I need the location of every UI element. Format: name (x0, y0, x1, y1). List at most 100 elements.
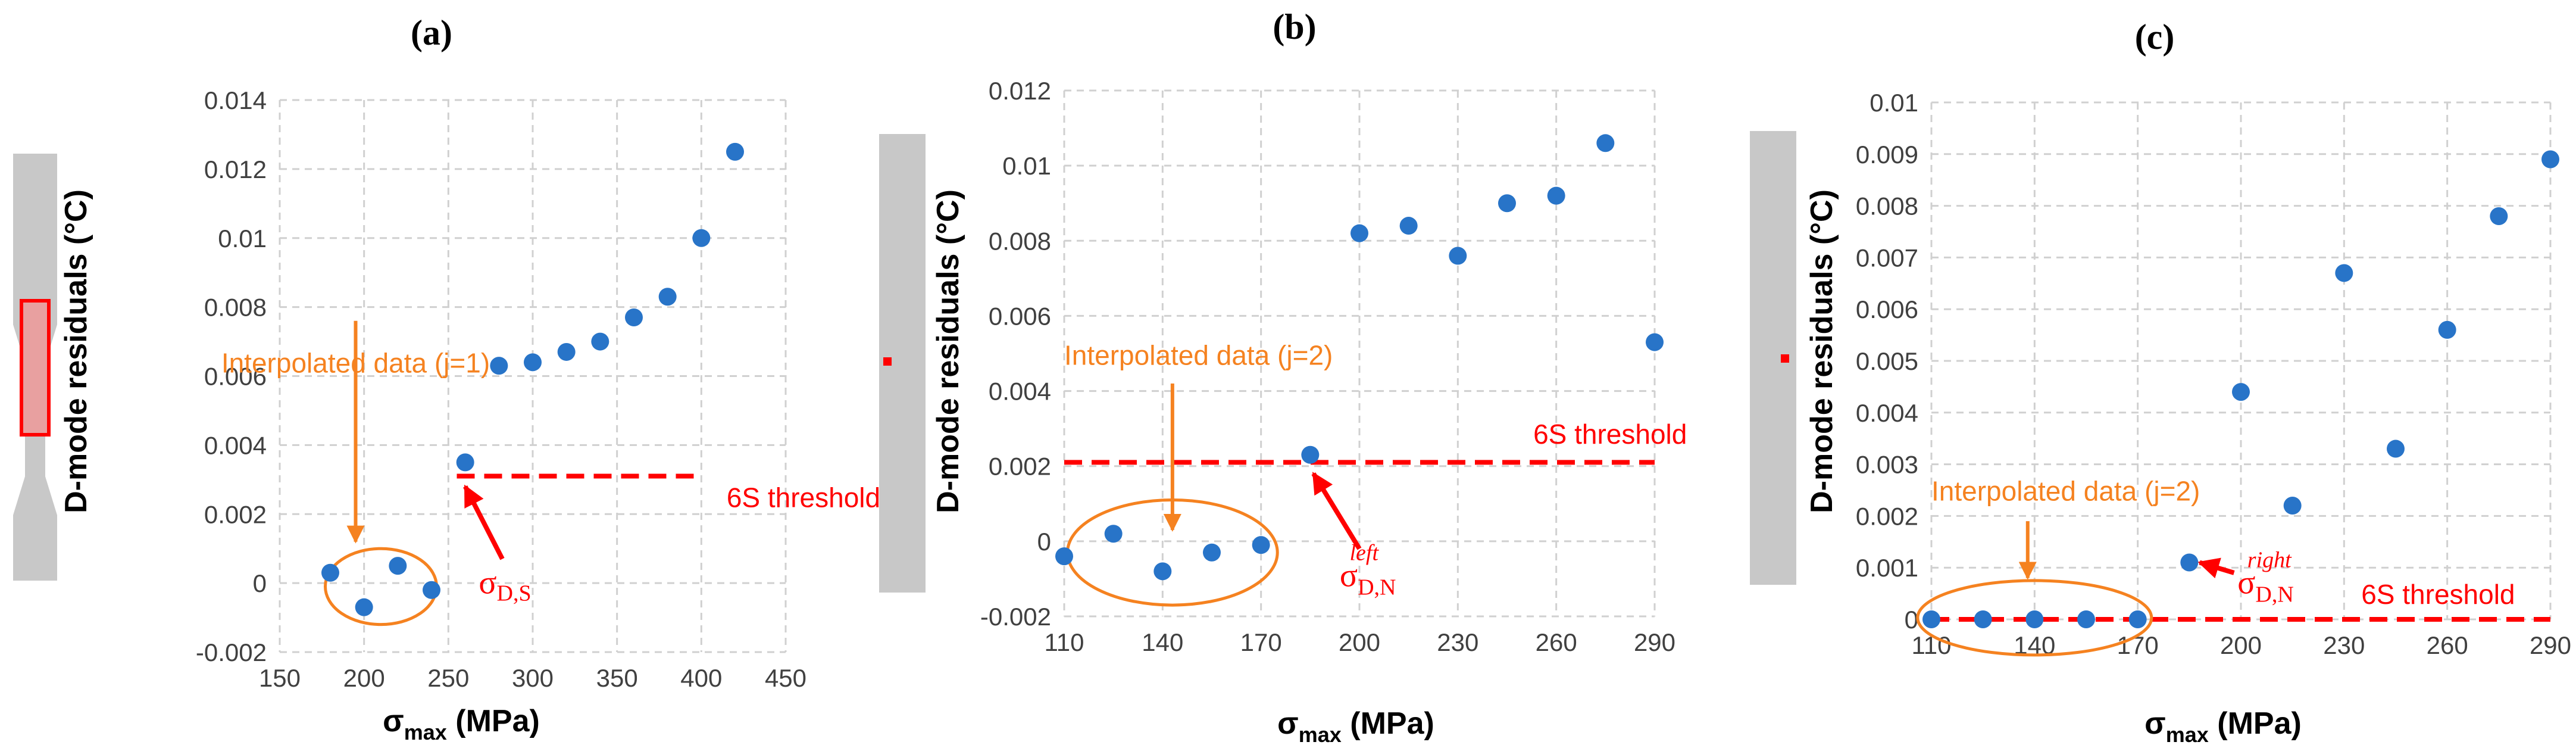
sigma-label: σD,Nleft (1340, 541, 1396, 600)
y-tick-label: 0.01 (218, 225, 267, 253)
y-axis-label: D-mode residuals (°C) (931, 189, 965, 513)
data-point (524, 353, 542, 372)
data-point (2438, 320, 2456, 339)
data-point (591, 332, 609, 351)
y-tick-label: 0.01 (1870, 89, 1918, 117)
x-tick-label: 230 (1437, 628, 1478, 656)
y-tick-label: 0.002 (989, 453, 1051, 481)
panel-label: (c) (2135, 17, 2175, 57)
grid (1063, 89, 1656, 618)
specimen-dogbone-icon (13, 154, 57, 581)
data-point (1055, 547, 1073, 566)
data-point (726, 142, 744, 161)
data-point (1596, 134, 1615, 152)
interpolated-ellipse (324, 547, 438, 626)
x-axis-label: σmax (MPa) (2144, 706, 2302, 745)
specimen-bar-icon (879, 134, 926, 593)
x-tick-label: 250 (427, 664, 469, 692)
x-tick-label: 230 (2323, 631, 2365, 659)
grid (279, 99, 787, 653)
data-points (321, 142, 744, 616)
y-tick-label: 0.005 (1856, 347, 1918, 375)
data-points (1922, 150, 2559, 628)
x-tick-label: 140 (1142, 628, 1183, 656)
y-tick-label: 0 (1037, 528, 1051, 556)
x-ticks: 150 200 250 300 350 400 450 (259, 664, 806, 692)
data-point (1974, 610, 1992, 628)
data-point (1922, 610, 1940, 628)
threshold-label: 6S threshold (1533, 419, 1687, 450)
x-ticks: 110 140 170 200 230 260 290 (1912, 631, 2572, 659)
data-points (1055, 134, 1664, 581)
y-tick-label: 0.002 (204, 500, 267, 528)
y-tick-label: 0.009 (1856, 141, 1918, 169)
x-axis-label: σmax (MPa) (1277, 706, 1434, 745)
y-tick-label: -0.002 (980, 603, 1051, 631)
data-point (2180, 553, 2199, 572)
data-point (321, 563, 339, 582)
y-tick-label: -0.002 (196, 638, 267, 666)
data-point (2232, 383, 2250, 401)
data-point (1153, 562, 1172, 581)
y-tick-label: 0.001 (1856, 554, 1918, 582)
sigma-label: σD,S (479, 565, 531, 606)
interpolated-label: Interpolated data (j=2) (1064, 339, 1333, 370)
data-point (1350, 224, 1368, 242)
data-point (2490, 207, 2508, 225)
threshold-label: 6S threshold (727, 482, 880, 513)
x-tick-label: 290 (2530, 631, 2571, 659)
sigma-arrow (2197, 557, 2235, 579)
annotations: Interpolated data (j=2) 6S threshold σD,… (1064, 339, 1687, 607)
y-tick-label: 0.003 (1856, 451, 1918, 479)
data-point (1449, 247, 1467, 265)
panel-label: (b) (1273, 7, 1316, 46)
data-point (692, 229, 711, 247)
x-tick-label: 200 (2220, 631, 2262, 659)
data-point (1301, 445, 1320, 464)
y-tick-label: 0.014 (204, 86, 267, 114)
data-point (1399, 217, 1418, 235)
threshold-label: 6S threshold (2361, 579, 2515, 610)
data-point (2335, 264, 2353, 282)
x-tick-label: 400 (680, 664, 722, 692)
x-tick-label: 260 (1536, 628, 1577, 656)
y-ticks: 0 0.001 0.002 0.003 0.004 0.005 0.006 0.007 0.00… (1856, 89, 1918, 634)
data-point (557, 342, 576, 361)
x-tick-label: 350 (596, 664, 638, 692)
y-tick-label: 0.004 (989, 378, 1051, 406)
y-axis-label: D-mode residuals (°C) (1805, 189, 1839, 513)
data-point (2283, 497, 2302, 515)
annotations: Interpolated data (j=2) 6S threshold σD,… (1916, 475, 2550, 657)
data-point (423, 581, 440, 599)
data-point (1547, 186, 1565, 205)
panel-a: (a) D-mode residuals (°C) σmax (MPa) 150… (13, 13, 880, 744)
y-tick-label: 0.002 (1856, 502, 1918, 530)
y-tick-label: 0 (1905, 606, 1918, 634)
y-tick-label: 0.006 (1856, 295, 1918, 323)
x-tick-label: 170 (1240, 628, 1282, 656)
data-point (1498, 194, 1516, 213)
y-tick-label: 0.006 (989, 302, 1051, 330)
y-tick-label: 0.004 (1856, 399, 1918, 427)
data-point (2077, 610, 2095, 628)
data-point (355, 598, 373, 616)
sigma-arrow (1311, 472, 1362, 550)
x-tick-label: 200 (1339, 628, 1380, 656)
x-axis-label: σmax (MPa) (383, 704, 540, 744)
y-tick-label: 0.004 (204, 431, 267, 459)
data-point (1252, 536, 1270, 554)
panel-c: (c) D-mode residuals (°C) σmax (MPa) 110… (1750, 17, 2571, 745)
data-point (658, 288, 677, 306)
annotations: Interpolated data (j=1) 6S threshold σD,… (221, 320, 880, 626)
panel-label: (a) (411, 13, 452, 52)
y-tick-label: 0.008 (1856, 192, 1918, 220)
x-tick-label: 200 (343, 664, 385, 692)
data-point (625, 308, 643, 327)
data-point (490, 357, 508, 375)
y-ticks: -0.002 0 0.002 0.004 0.006 0.008 0.01 0.012 (980, 77, 1051, 631)
x-ticks: 110 140 170 200 230 260 290 (1045, 628, 1676, 656)
interpolated-ellipse (1916, 579, 2153, 657)
y-ticks: -0.002 0 0.002 0.004 0.006 0.008 0.01 0.012 0.01… (196, 86, 267, 666)
data-point (389, 557, 407, 575)
sigma-label: σD,Nright (2237, 548, 2294, 607)
